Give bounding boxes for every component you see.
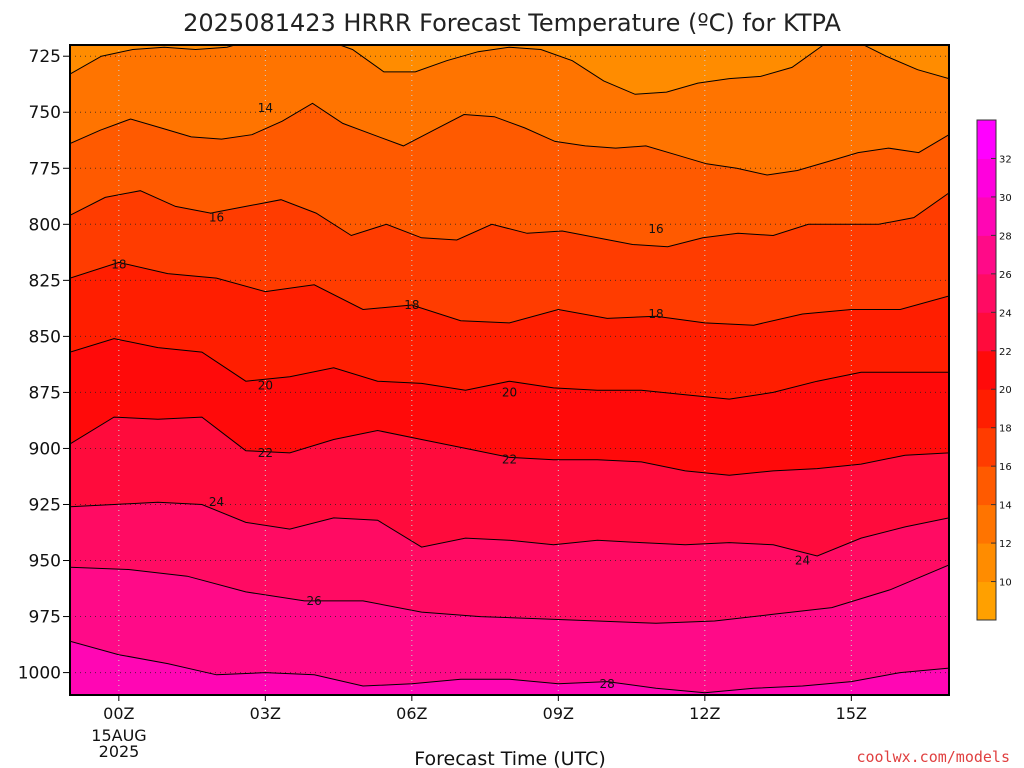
colorbar-label-24: 24	[999, 308, 1012, 319]
contour-label-24: 24	[209, 495, 224, 509]
contour-18	[70, 261, 949, 326]
y-tick-label-750: 750	[29, 103, 61, 123]
colorbar-swatch-18	[977, 389, 996, 429]
x-tick-label-15Z: 15Z	[836, 704, 867, 723]
colorbar-label-16: 16	[999, 462, 1012, 473]
date-label-day: 15AUG	[91, 726, 146, 745]
contour-label-14: 14	[258, 101, 273, 115]
time-axis: 00Z 03Z 06Z 09Z 12Z 15Z	[103, 695, 867, 723]
pressure-axis: 725 750 775 800 825 850 875 900 925 950 975 1000	[18, 47, 70, 684]
contour-labels: 14 16 16 18 18 18 20 20 22 22 24 24 26 28	[111, 101, 810, 691]
colorbar-swatch-10	[977, 543, 996, 583]
x-tick-label-00Z: 00Z	[103, 704, 134, 723]
isotherm-contours	[70, 45, 949, 694]
x-tick-label-12Z: 12Z	[689, 704, 720, 723]
y-tick-label-900: 900	[29, 439, 61, 459]
colorbar-swatch-28	[977, 196, 996, 236]
colorbar-label-22: 22	[999, 347, 1012, 358]
y-tick-label-825: 825	[29, 271, 61, 291]
colorbar-label-18: 18	[999, 424, 1012, 435]
y-tick-label-800: 800	[29, 215, 61, 235]
y-tick-label-775: 775	[29, 159, 61, 179]
contour-14	[70, 102, 949, 176]
contour-20	[70, 338, 949, 400]
contour-label-16: 16	[209, 211, 224, 225]
colorbar-label-10: 10	[999, 578, 1012, 589]
contour-label-18: 18	[111, 258, 126, 272]
colorbar-swatch-20	[977, 350, 996, 390]
y-tick-label-850: 850	[29, 327, 61, 347]
y-tick-label-975: 975	[29, 608, 61, 628]
contour-label-28: 28	[600, 677, 615, 691]
contour-label-22: 22	[502, 453, 517, 467]
credit-text: coolwx.com/models	[856, 748, 1010, 766]
y-tick-label-1000: 1000	[18, 664, 61, 684]
band-above-28	[70, 641, 949, 695]
y-tick-label-925: 925	[29, 495, 61, 515]
colorbar-swatch-32	[977, 120, 996, 159]
chart-title: 2025081423 HRRR Forecast Temperature (ºC…	[183, 9, 841, 37]
date-label-year: 2025	[99, 742, 140, 761]
contour-label-26: 26	[307, 594, 322, 608]
colorbar-swatch-26	[977, 235, 996, 275]
grid-lines	[70, 45, 949, 695]
colorbar: 10 12 14 16 18 20 22 24 26 28 30 32	[976, 119, 1012, 621]
colorbar-label-26: 26	[999, 270, 1012, 281]
colorbar-swatch-30	[977, 158, 996, 198]
contour-label-18: 18	[648, 307, 663, 321]
contour-label-24: 24	[795, 554, 810, 568]
y-tick-label-725: 725	[29, 47, 61, 67]
colorbar-label-14: 14	[999, 501, 1012, 512]
contour-26	[70, 564, 949, 624]
contour-16	[70, 190, 949, 248]
x-tick-label-06Z: 06Z	[396, 704, 427, 723]
temperature-fill-bands	[70, 45, 949, 695]
contour-label-18: 18	[404, 298, 419, 312]
colorbar-label-12: 12	[999, 539, 1012, 550]
x-tick-label-09Z: 09Z	[543, 704, 574, 723]
colorbar-swatch-24	[977, 273, 996, 313]
colorbar-swatch-8	[977, 581, 996, 621]
band-above-26	[70, 565, 949, 695]
y-tick-label-875: 875	[29, 383, 61, 403]
contour-label-16: 16	[648, 222, 663, 236]
contour-label-20: 20	[502, 385, 517, 399]
contour-label-20: 20	[258, 379, 273, 393]
contour-22	[70, 416, 949, 476]
x-tick-label-03Z: 03Z	[250, 704, 281, 723]
contour-28	[70, 640, 949, 694]
colorbar-swatch-12	[977, 504, 996, 544]
x-axis-label: Forecast Time (UTC)	[414, 748, 605, 768]
colorbar-label-28: 28	[999, 231, 1012, 242]
colorbar-swatch-14	[977, 466, 996, 506]
contour-12	[70, 45, 949, 95]
ground-fill	[70, 695, 949, 704]
contour-label-22: 22	[258, 446, 273, 460]
y-tick-label-950: 950	[29, 552, 61, 572]
ground-surface	[70, 695, 949, 704]
plot-frame	[69, 44, 950, 696]
colorbar-swatch-22	[977, 312, 996, 352]
colorbar-frame	[976, 119, 997, 621]
colorbar-label-30: 30	[999, 193, 1012, 204]
colorbar-label-20: 20	[999, 385, 1012, 396]
plot-area: 14 16 16 18 18 18 20 20 22 22 24 24 26 28	[69, 44, 950, 704]
contour-24	[70, 501, 949, 557]
colorbar-swatch-16	[977, 427, 996, 467]
colorbar-label-32: 32	[999, 154, 1012, 165]
